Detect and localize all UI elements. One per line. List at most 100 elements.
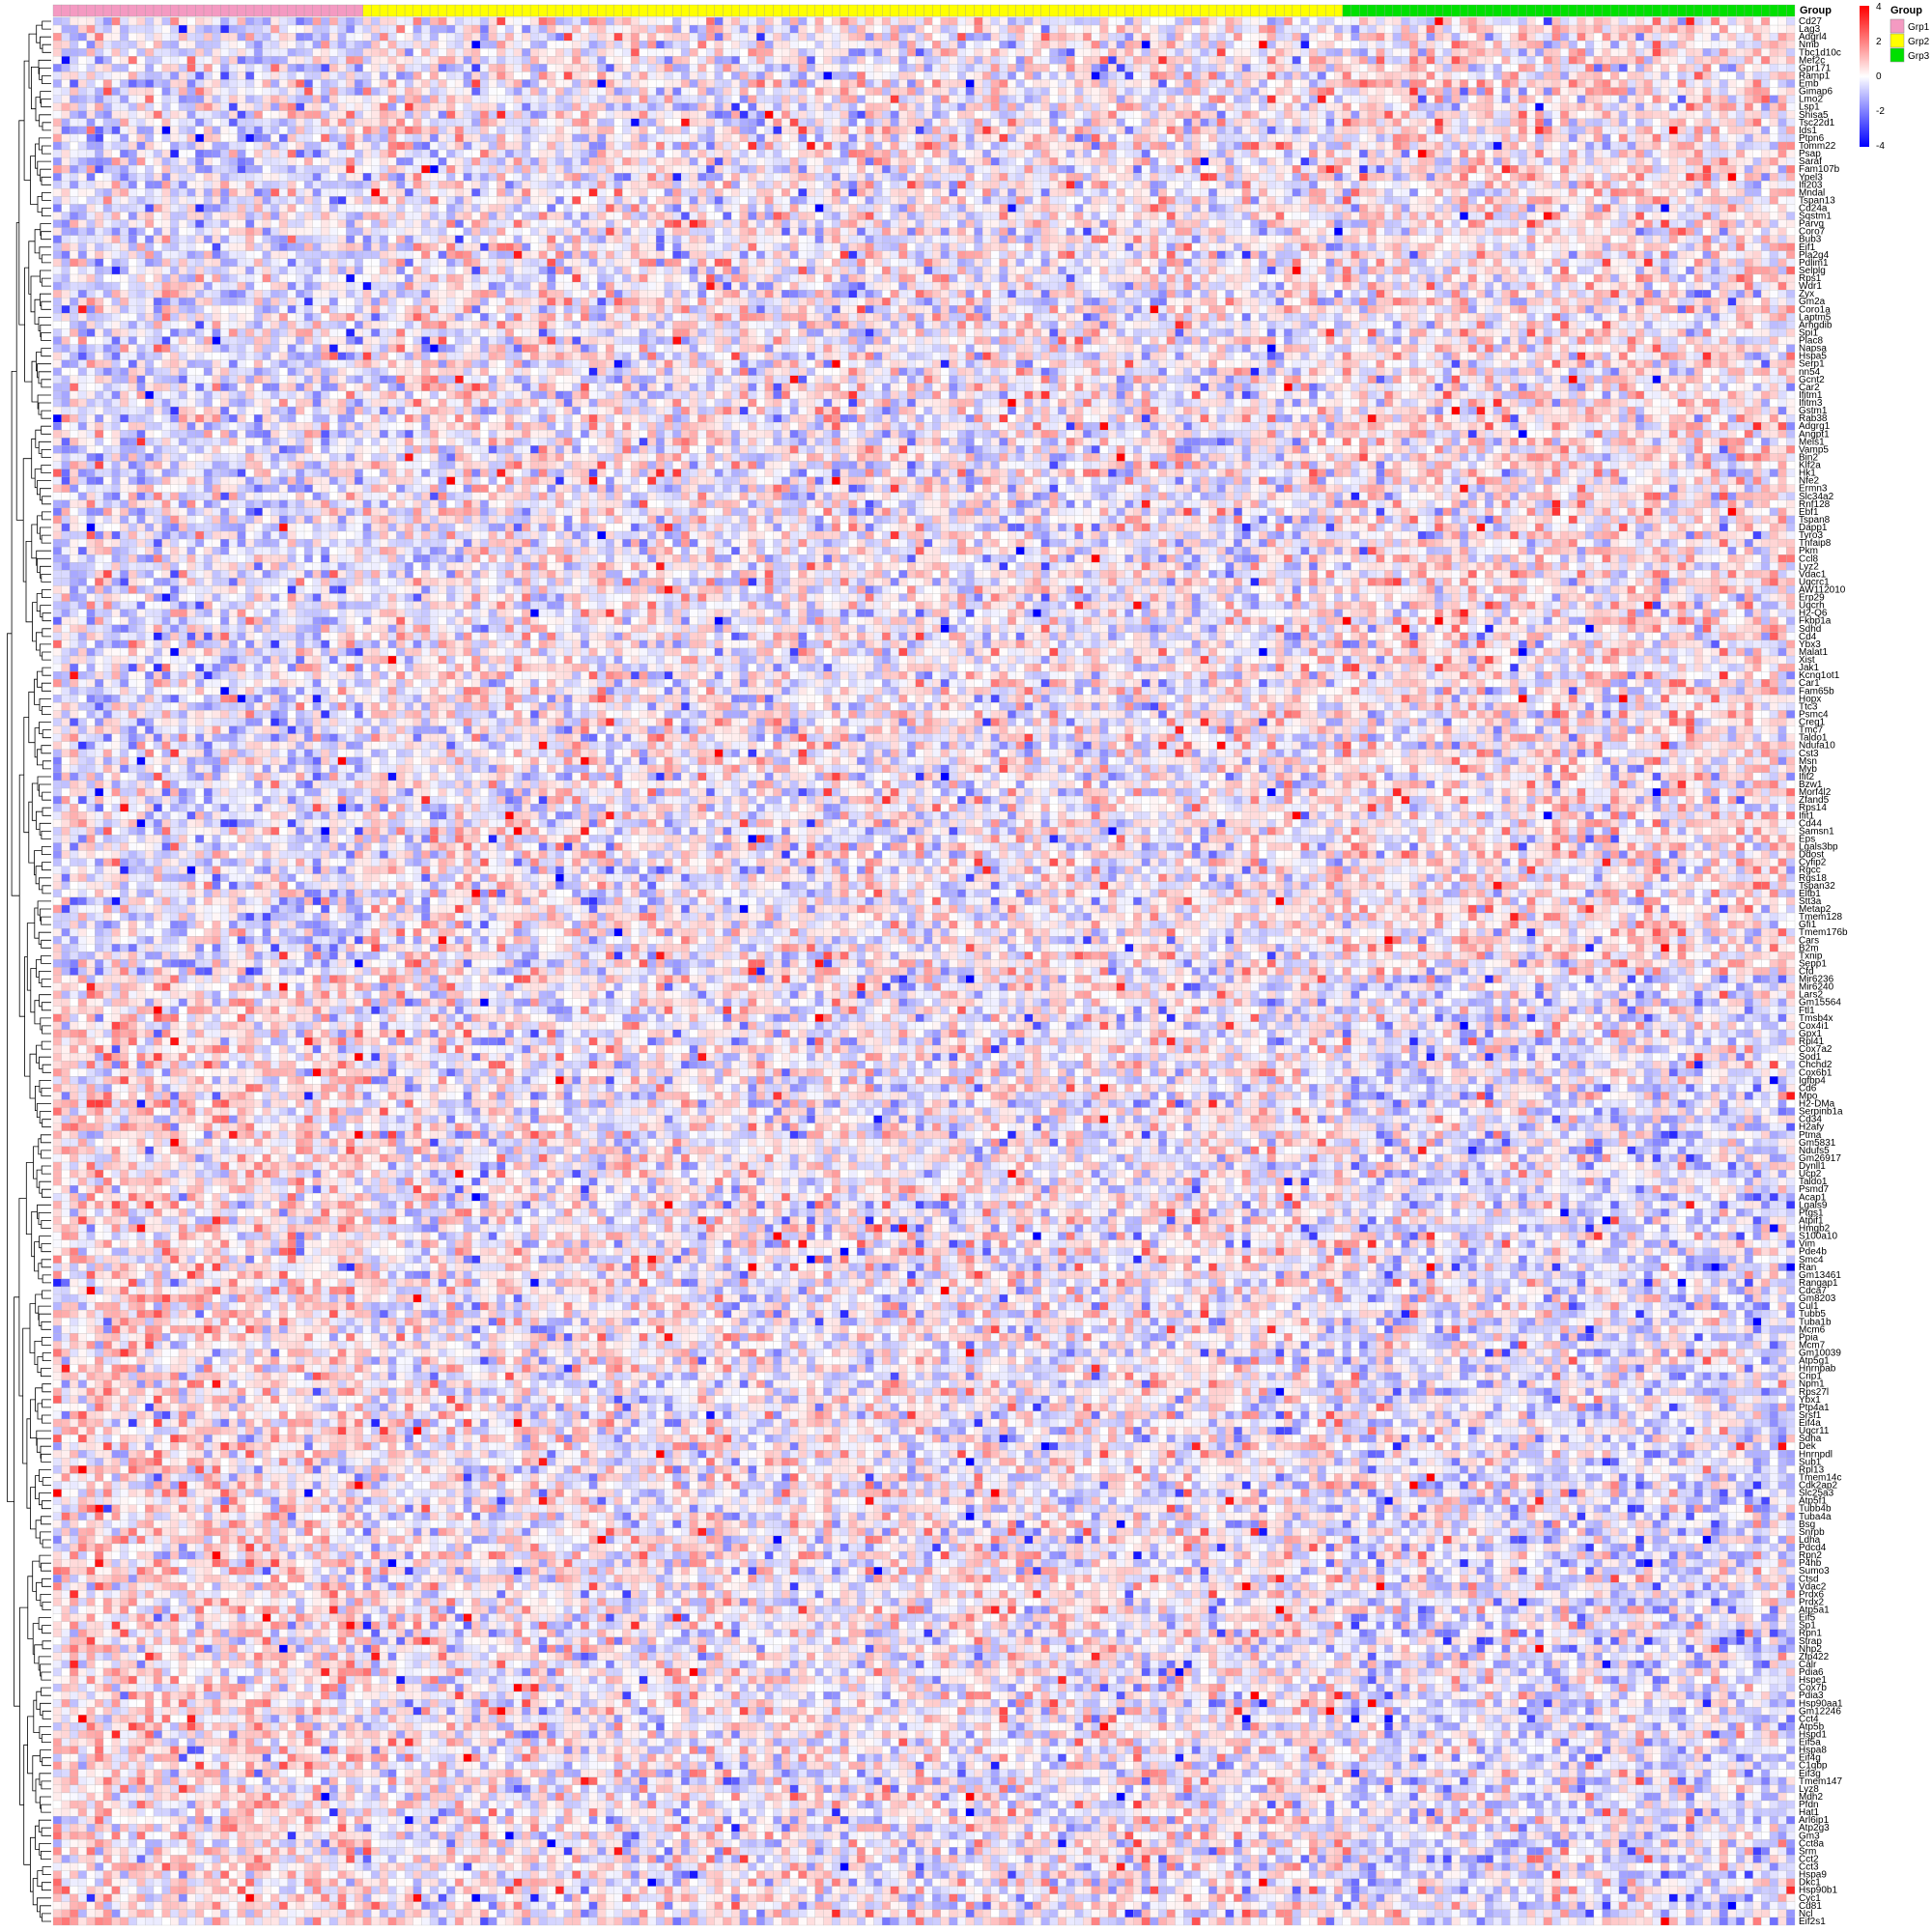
heatmap-cell — [982, 64, 991, 71]
heatmap-cell — [204, 25, 213, 33]
heatmap-cell — [932, 56, 941, 64]
heatmap-cell — [798, 79, 807, 87]
heatmap-cell — [1359, 48, 1368, 56]
heatmap-cell — [1610, 41, 1619, 48]
heatmap-cell — [1167, 17, 1176, 25]
heatmap-cell — [1761, 88, 1770, 96]
heatmap-cell — [1318, 48, 1326, 56]
heatmap-cell — [656, 17, 665, 25]
heatmap-cell — [991, 41, 1000, 48]
heatmap-cell — [924, 88, 933, 96]
heatmap-cell — [229, 33, 238, 41]
heatmap-cell — [288, 88, 297, 96]
heatmap-cell — [78, 88, 87, 96]
heatmap-cell — [1686, 88, 1694, 96]
heatmap-cell — [1452, 56, 1461, 64]
heatmap-cell — [1719, 56, 1728, 64]
heatmap-cell — [95, 88, 103, 96]
heatmap-cell — [288, 48, 297, 56]
annotation-cell-grp2 — [1234, 5, 1242, 16]
heatmap-cell — [932, 48, 941, 56]
annotation-cell-grp2 — [1008, 5, 1016, 16]
heatmap-cell — [1694, 25, 1703, 33]
heatmap-cell — [1585, 64, 1594, 71]
heatmap-cell — [329, 71, 338, 79]
heatmap-cell — [840, 41, 849, 48]
heatmap-cell — [1033, 17, 1041, 25]
annotation-cell-grp2 — [807, 5, 815, 16]
heatmap-cell — [589, 88, 598, 96]
heatmap-cell — [1544, 41, 1552, 48]
heatmap-cell — [857, 33, 866, 41]
annotation-cell-grp1 — [254, 5, 263, 16]
heatmap-cell — [321, 48, 329, 56]
heatmap-cell — [1201, 17, 1209, 25]
heatmap-cell — [790, 64, 799, 71]
dendrogram-branch — [43, 1120, 51, 1127]
heatmap-cell — [1544, 88, 1552, 96]
heatmap-cell — [715, 71, 724, 79]
heatmap-cell — [941, 71, 950, 79]
heatmap-cell — [690, 41, 698, 48]
heatmap-cell — [229, 96, 238, 103]
heatmap-cell — [1259, 33, 1267, 41]
heatmap-cell — [631, 79, 639, 87]
heatmap-cell — [773, 71, 781, 79]
heatmap-cell — [1251, 41, 1260, 48]
heatmap-cell — [1276, 48, 1285, 56]
heatmap-cell — [296, 79, 304, 87]
heatmap-cell — [238, 71, 246, 79]
heatmap-cell — [815, 41, 824, 48]
heatmap-cell — [313, 48, 322, 56]
heatmap-cell — [1377, 88, 1385, 96]
heatmap-cell — [53, 79, 62, 87]
dendrogram-branch — [40, 784, 51, 796]
heatmap-cell — [681, 25, 690, 33]
heatmap-cell — [179, 33, 187, 41]
annotation-cell-grp2 — [1075, 5, 1084, 16]
heatmap-cell — [288, 71, 297, 79]
dendrogram-branch — [41, 566, 52, 578]
heatmap-cell — [1301, 33, 1310, 41]
heatmap-cell — [798, 88, 807, 96]
dendrogram-branch — [42, 301, 51, 309]
annotation-cell-grp1 — [195, 5, 204, 16]
heatmap-cell — [740, 25, 749, 33]
annotation-cell-grp3 — [1477, 5, 1486, 16]
heatmap-cell — [296, 41, 304, 48]
heatmap-cell — [1267, 17, 1276, 25]
heatmap-cell — [187, 88, 196, 96]
heatmap-cell — [941, 33, 950, 41]
heatmap-cell — [1745, 56, 1753, 64]
heatmap-cell — [899, 79, 908, 87]
heatmap-cell — [1267, 33, 1276, 41]
heatmap-cell — [154, 17, 162, 25]
heatmap-cell — [355, 71, 363, 79]
heatmap-cell — [916, 17, 924, 25]
heatmap-cell — [1694, 41, 1703, 48]
heatmap-cell — [1409, 64, 1418, 71]
heatmap-cell — [396, 79, 405, 87]
annotation-cell-grp1 — [103, 5, 112, 16]
heatmap-cell — [631, 48, 639, 56]
heatmap-cell — [522, 88, 530, 96]
heatmap-cell — [1527, 17, 1536, 25]
heatmap-cell — [815, 17, 824, 25]
heatmap-cell — [1678, 48, 1687, 56]
heatmap-cell — [1025, 71, 1034, 79]
heatmap-cell — [263, 96, 271, 103]
heatmap-cell — [1427, 79, 1435, 87]
heatmap-cell — [941, 56, 950, 64]
heatmap-cell — [966, 25, 975, 33]
heatmap-cell — [1183, 33, 1192, 41]
heatmap-cell — [371, 56, 380, 64]
heatmap-cell — [966, 41, 975, 48]
annotation-cell-grp2 — [1276, 5, 1285, 16]
heatmap-cell — [798, 25, 807, 33]
heatmap-cell — [1117, 17, 1125, 25]
heatmap-cell — [263, 64, 271, 71]
heatmap-cell — [1083, 17, 1092, 25]
dendrogram-branch — [31, 276, 40, 312]
heatmap-cell — [405, 25, 413, 33]
heatmap-cell — [1519, 25, 1527, 33]
